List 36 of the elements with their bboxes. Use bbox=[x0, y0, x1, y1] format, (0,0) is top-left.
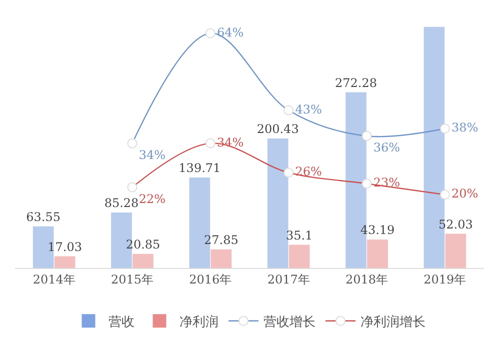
data-label: 85.28 bbox=[104, 196, 139, 210]
legend-label: 净利润 bbox=[180, 314, 218, 330]
data-label: 63.55 bbox=[26, 210, 61, 224]
data-label: 34% bbox=[217, 135, 244, 150]
bar bbox=[267, 138, 288, 268]
x-tick-label: 2015年 bbox=[110, 272, 154, 286]
data-label: 38% bbox=[452, 120, 478, 135]
x-tick-label: 2019年 bbox=[424, 272, 466, 286]
x-tick-label: 2018年 bbox=[345, 272, 388, 286]
bar bbox=[367, 239, 388, 268]
data-label: 36% bbox=[373, 140, 400, 155]
data-label: 64% bbox=[217, 25, 244, 40]
bar bbox=[445, 234, 466, 268]
data-label: 27.85 bbox=[204, 233, 238, 248]
x-tick-label: 2017年 bbox=[267, 272, 310, 286]
legend-label: 营收增长 bbox=[264, 314, 316, 330]
data-label: 22% bbox=[138, 192, 166, 206]
bar bbox=[132, 254, 154, 268]
data-label: 200.43 bbox=[256, 122, 299, 136]
data-label: 43% bbox=[295, 102, 322, 116]
data-label: 34% bbox=[138, 148, 166, 162]
bar bbox=[210, 249, 232, 268]
x-tick-label: 2016年 bbox=[189, 272, 232, 286]
data-label: 52.03 bbox=[438, 218, 473, 232]
bar bbox=[54, 256, 76, 268]
data-label: 43.19 bbox=[360, 223, 395, 238]
legend-label: 净利润增长 bbox=[360, 314, 426, 330]
data-label: 20% bbox=[452, 186, 478, 201]
data-label: 272.28 bbox=[335, 76, 378, 90]
x-tick-label: 2014年 bbox=[32, 272, 76, 286]
data-label: 17.03 bbox=[48, 240, 82, 254]
bar bbox=[288, 244, 310, 268]
legend-label: 营收 bbox=[108, 314, 134, 330]
data-label: 20.85 bbox=[126, 238, 160, 252]
data-label: 139.71 bbox=[178, 161, 221, 176]
data-label: 35.1 bbox=[286, 228, 313, 242]
